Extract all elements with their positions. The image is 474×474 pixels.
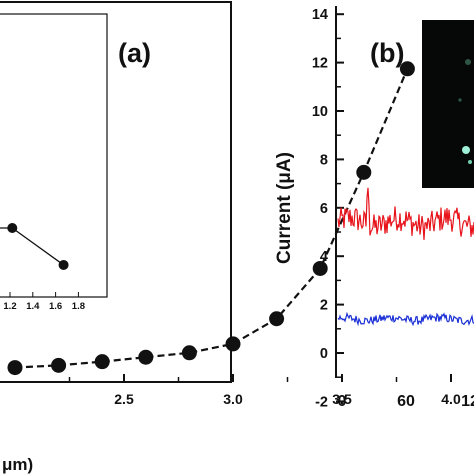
panel-a-inset-x-tick-label: 1.8 <box>72 301 85 312</box>
panel-a-inset-x-tick-label: 1.4 <box>26 301 40 312</box>
panel-a-inset-x-tick-label: 1.6 <box>49 301 62 312</box>
panel-a-data-point <box>7 360 23 376</box>
panel-a-x-tick-label: 3.0 <box>223 391 243 407</box>
panel-a-data-point <box>94 354 110 370</box>
panel-b-y-tick-label: 12 <box>312 56 328 72</box>
panel-b-inset-spot <box>458 98 462 102</box>
panel-b-label: (b) <box>370 38 404 68</box>
panel-b-series <box>337 187 474 327</box>
panel-b-y-axis-label: Current (μA) <box>274 152 295 264</box>
panel-a-x-ticks: 2.5 3.0 3.5 4.0 <box>68 374 461 407</box>
panel-a-x-tick-label: 4.0 <box>441 391 461 407</box>
panel-a-data-point <box>269 311 285 327</box>
panel-b-y-tick-label: 8 <box>320 152 328 168</box>
panel-a-inset-frame <box>0 13 108 298</box>
panel-b-x-tick-label: 12 <box>461 393 474 410</box>
panel-a: 2.5 3.0 3.5 4.0 1.2 1.4 1.6 1.8 (a) μm) <box>0 1 461 474</box>
panel-a-data-point <box>356 164 372 180</box>
panel-b-y-tick-label: 6 <box>320 201 328 217</box>
panel-a-inset-data-point <box>58 259 69 270</box>
panel-b-inset-spot <box>468 160 472 164</box>
panel-a-data-point <box>399 61 415 77</box>
panel-b-inset-image <box>422 20 474 188</box>
panel-a-inset: 1.2 1.4 1.6 1.8 <box>0 13 108 312</box>
panel-b-inset-background <box>422 20 474 188</box>
panel-a-inset-x-tick-label: 1.2 <box>3 301 16 312</box>
panel-b-series-line <box>337 187 474 240</box>
panel-a-inset-series <box>0 223 69 270</box>
panel-a-series-line <box>14 68 409 369</box>
panel-a-x-tick-label: 3.5 <box>332 391 352 407</box>
panel-b-inset-spot <box>465 59 471 65</box>
panel-b-y-tick-label: 0 <box>320 346 328 362</box>
panel-a-inset-data-point <box>7 223 18 233</box>
panel-a-plot-frame <box>0 1 232 383</box>
panel-b-series-line <box>337 311 474 327</box>
panel-b-x-tick-label: 60 <box>397 393 415 410</box>
panel-a-x-tick-label: 2.5 <box>114 391 134 407</box>
panel-b-y-tick-label: 10 <box>312 104 328 120</box>
panel-a-x-axis-label: μm) <box>2 455 33 474</box>
panel-a-data-point <box>181 345 197 361</box>
panel-a-data-point <box>51 357 67 373</box>
panel-b-y-tick-label: -2 <box>315 394 328 410</box>
panel-a-label: (a) <box>118 38 151 68</box>
panel-a-data-point <box>312 260 328 276</box>
panel-a-data-point <box>138 349 154 365</box>
panel-b-y-tick-label: 2 <box>320 298 328 314</box>
panel-b-y-tick-label: 4 <box>320 249 328 265</box>
panel-a-series <box>7 61 415 376</box>
panel-b: Current (μA) -2 0 2 4 6 8 10 12 14 0 60 12 (b) <box>274 6 474 410</box>
panel-a-inset-x-ticks: 1.2 1.4 1.6 1.8 <box>3 292 85 312</box>
panel-a-data-point <box>225 336 241 352</box>
panel-b-x-tick-label: 0 <box>338 393 347 410</box>
panel-b-ticks: -2 0 2 4 6 8 10 12 14 0 60 12 <box>312 7 474 410</box>
panel-b-inset-spot <box>462 146 470 154</box>
panel-b-y-tick-label: 14 <box>312 7 328 23</box>
